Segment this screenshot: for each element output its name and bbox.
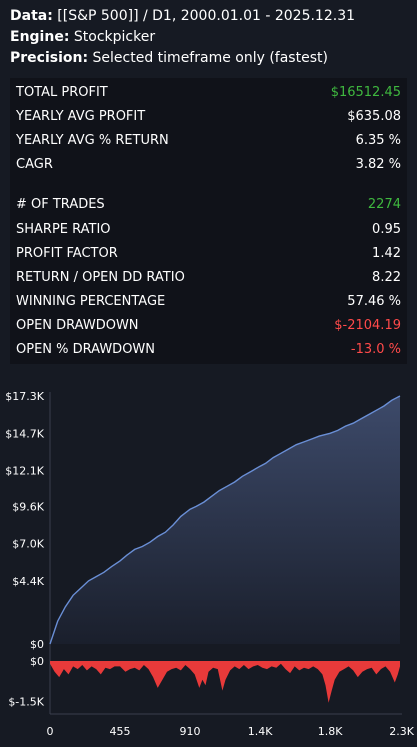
- equity-area: [50, 396, 400, 644]
- backtest-header: Data: [[S&P 500]] / D1, 2000.01.01 - 202…: [0, 0, 417, 78]
- stat-label: PROFIT FACTOR: [16, 245, 118, 261]
- x-tick-label: 1.8K: [318, 725, 343, 738]
- x-tick-label: 910: [180, 725, 201, 738]
- stat-row: # OF TRADES 2274: [10, 193, 407, 217]
- stat-row: YEARLY AVG % RETURN 6.35 %: [10, 128, 407, 152]
- stat-label: YEARLY AVG PROFIT: [16, 108, 146, 124]
- stat-value: $16512.45: [330, 84, 401, 100]
- stat-value: 1.42: [372, 245, 401, 261]
- precision-label: Precision:: [10, 50, 89, 66]
- stat-row: OPEN DRAWDOWN $-2104.19: [10, 314, 407, 338]
- equity-drawdown-chart: $17.3K $14.7K $12.1K $9.6K $7.0K $4.4K $0 $0 $-1…: [5, 390, 414, 738]
- equity-chart: $17.3K $14.7K $12.1K $9.6K $7.0K $4.4K $0 $0 $-1…: [0, 382, 417, 743]
- stat-label: OPEN % DRAWDOWN: [16, 342, 156, 358]
- stat-row: WINNING PERCENTAGE 57.46 %: [10, 290, 407, 314]
- stat-value: $-2104.19: [334, 318, 401, 334]
- stat-row: YEARLY AVG PROFIT $635.08: [10, 104, 407, 128]
- data-label: Data:: [10, 8, 53, 24]
- stat-row: CAGR 3.82 %: [10, 153, 407, 177]
- stat-row: TOTAL PROFIT $16512.45: [10, 80, 407, 104]
- stat-value: 57.46 %: [347, 294, 401, 310]
- x-tick-label: 2.3K: [389, 725, 414, 738]
- engine-value: Stockpicker: [73, 29, 156, 45]
- stat-label: CAGR: [16, 157, 53, 173]
- stat-row: PROFIT FACTOR 1.42: [10, 241, 407, 265]
- precision-line: Precision: Selected timeframe only (fast…: [10, 48, 407, 69]
- stat-label: WINNING PERCENTAGE: [16, 294, 166, 310]
- stat-label: SHARPE RATIO: [16, 221, 111, 237]
- stat-label: # OF TRADES: [16, 197, 105, 213]
- x-tick-label: 1.4K: [248, 725, 273, 738]
- stat-value: 3.82 %: [355, 157, 401, 173]
- stat-label: RETURN / OPEN DD RATIO: [16, 269, 185, 285]
- stat-label: YEARLY AVG % RETURN: [16, 132, 169, 148]
- stat-value: 6.35 %: [355, 132, 401, 148]
- y-tick-label: $4.4K: [12, 575, 44, 588]
- stats-group-returns: TOTAL PROFIT $16512.45 YEARLY AVG PROFIT $6…: [10, 78, 407, 179]
- stats-group-metrics: # OF TRADES 2274 SHARPE RATIO 0.95 PROFIT FA…: [10, 191, 407, 364]
- precision-value: Selected timeframe only (fastest): [92, 50, 328, 66]
- y-tick-label: $9.6K: [12, 500, 44, 513]
- engine-line: Engine: Stockpicker: [10, 27, 407, 48]
- stat-value: -13.0 %: [350, 342, 401, 358]
- y-tick-label: $14.7K: [5, 427, 44, 440]
- y-tick-label: $7.0K: [12, 538, 44, 551]
- drawdown-tick-label: $0: [30, 655, 44, 668]
- stats-spacer: [10, 179, 407, 191]
- drawdown-tick-label: $-1.5K: [8, 695, 44, 708]
- stat-value: 0.95: [372, 221, 401, 237]
- stats-panel: TOTAL PROFIT $16512.45 YEARLY AVG PROFIT $6…: [10, 78, 407, 365]
- stat-row: OPEN % DRAWDOWN -13.0 %: [10, 338, 407, 362]
- y-tick-label: $17.3K: [5, 390, 44, 403]
- stat-label: TOTAL PROFIT: [16, 84, 108, 100]
- stat-value: 2274: [367, 197, 401, 213]
- stat-value: $635.08: [347, 108, 401, 124]
- engine-label: Engine:: [10, 29, 70, 45]
- stat-row: RETURN / OPEN DD RATIO 8.22: [10, 265, 407, 289]
- equity-line: [49, 395, 401, 645]
- data-value: [[S&P 500]] / D1, 2000.01.01 - 2025.12.3…: [57, 8, 356, 24]
- y-tick-label: $12.1K: [5, 465, 44, 478]
- x-tick-label: 0: [47, 725, 54, 738]
- stat-row: SHARPE RATIO 0.95: [10, 217, 407, 241]
- stat-value: 8.22: [372, 269, 401, 285]
- stat-label: OPEN DRAWDOWN: [16, 318, 139, 334]
- x-tick-label: 455: [110, 725, 131, 738]
- y-tick-label: $0: [30, 638, 44, 651]
- data-line: Data: [[S&P 500]] / D1, 2000.01.01 - 202…: [10, 6, 407, 27]
- drawdown-area: [50, 661, 400, 703]
